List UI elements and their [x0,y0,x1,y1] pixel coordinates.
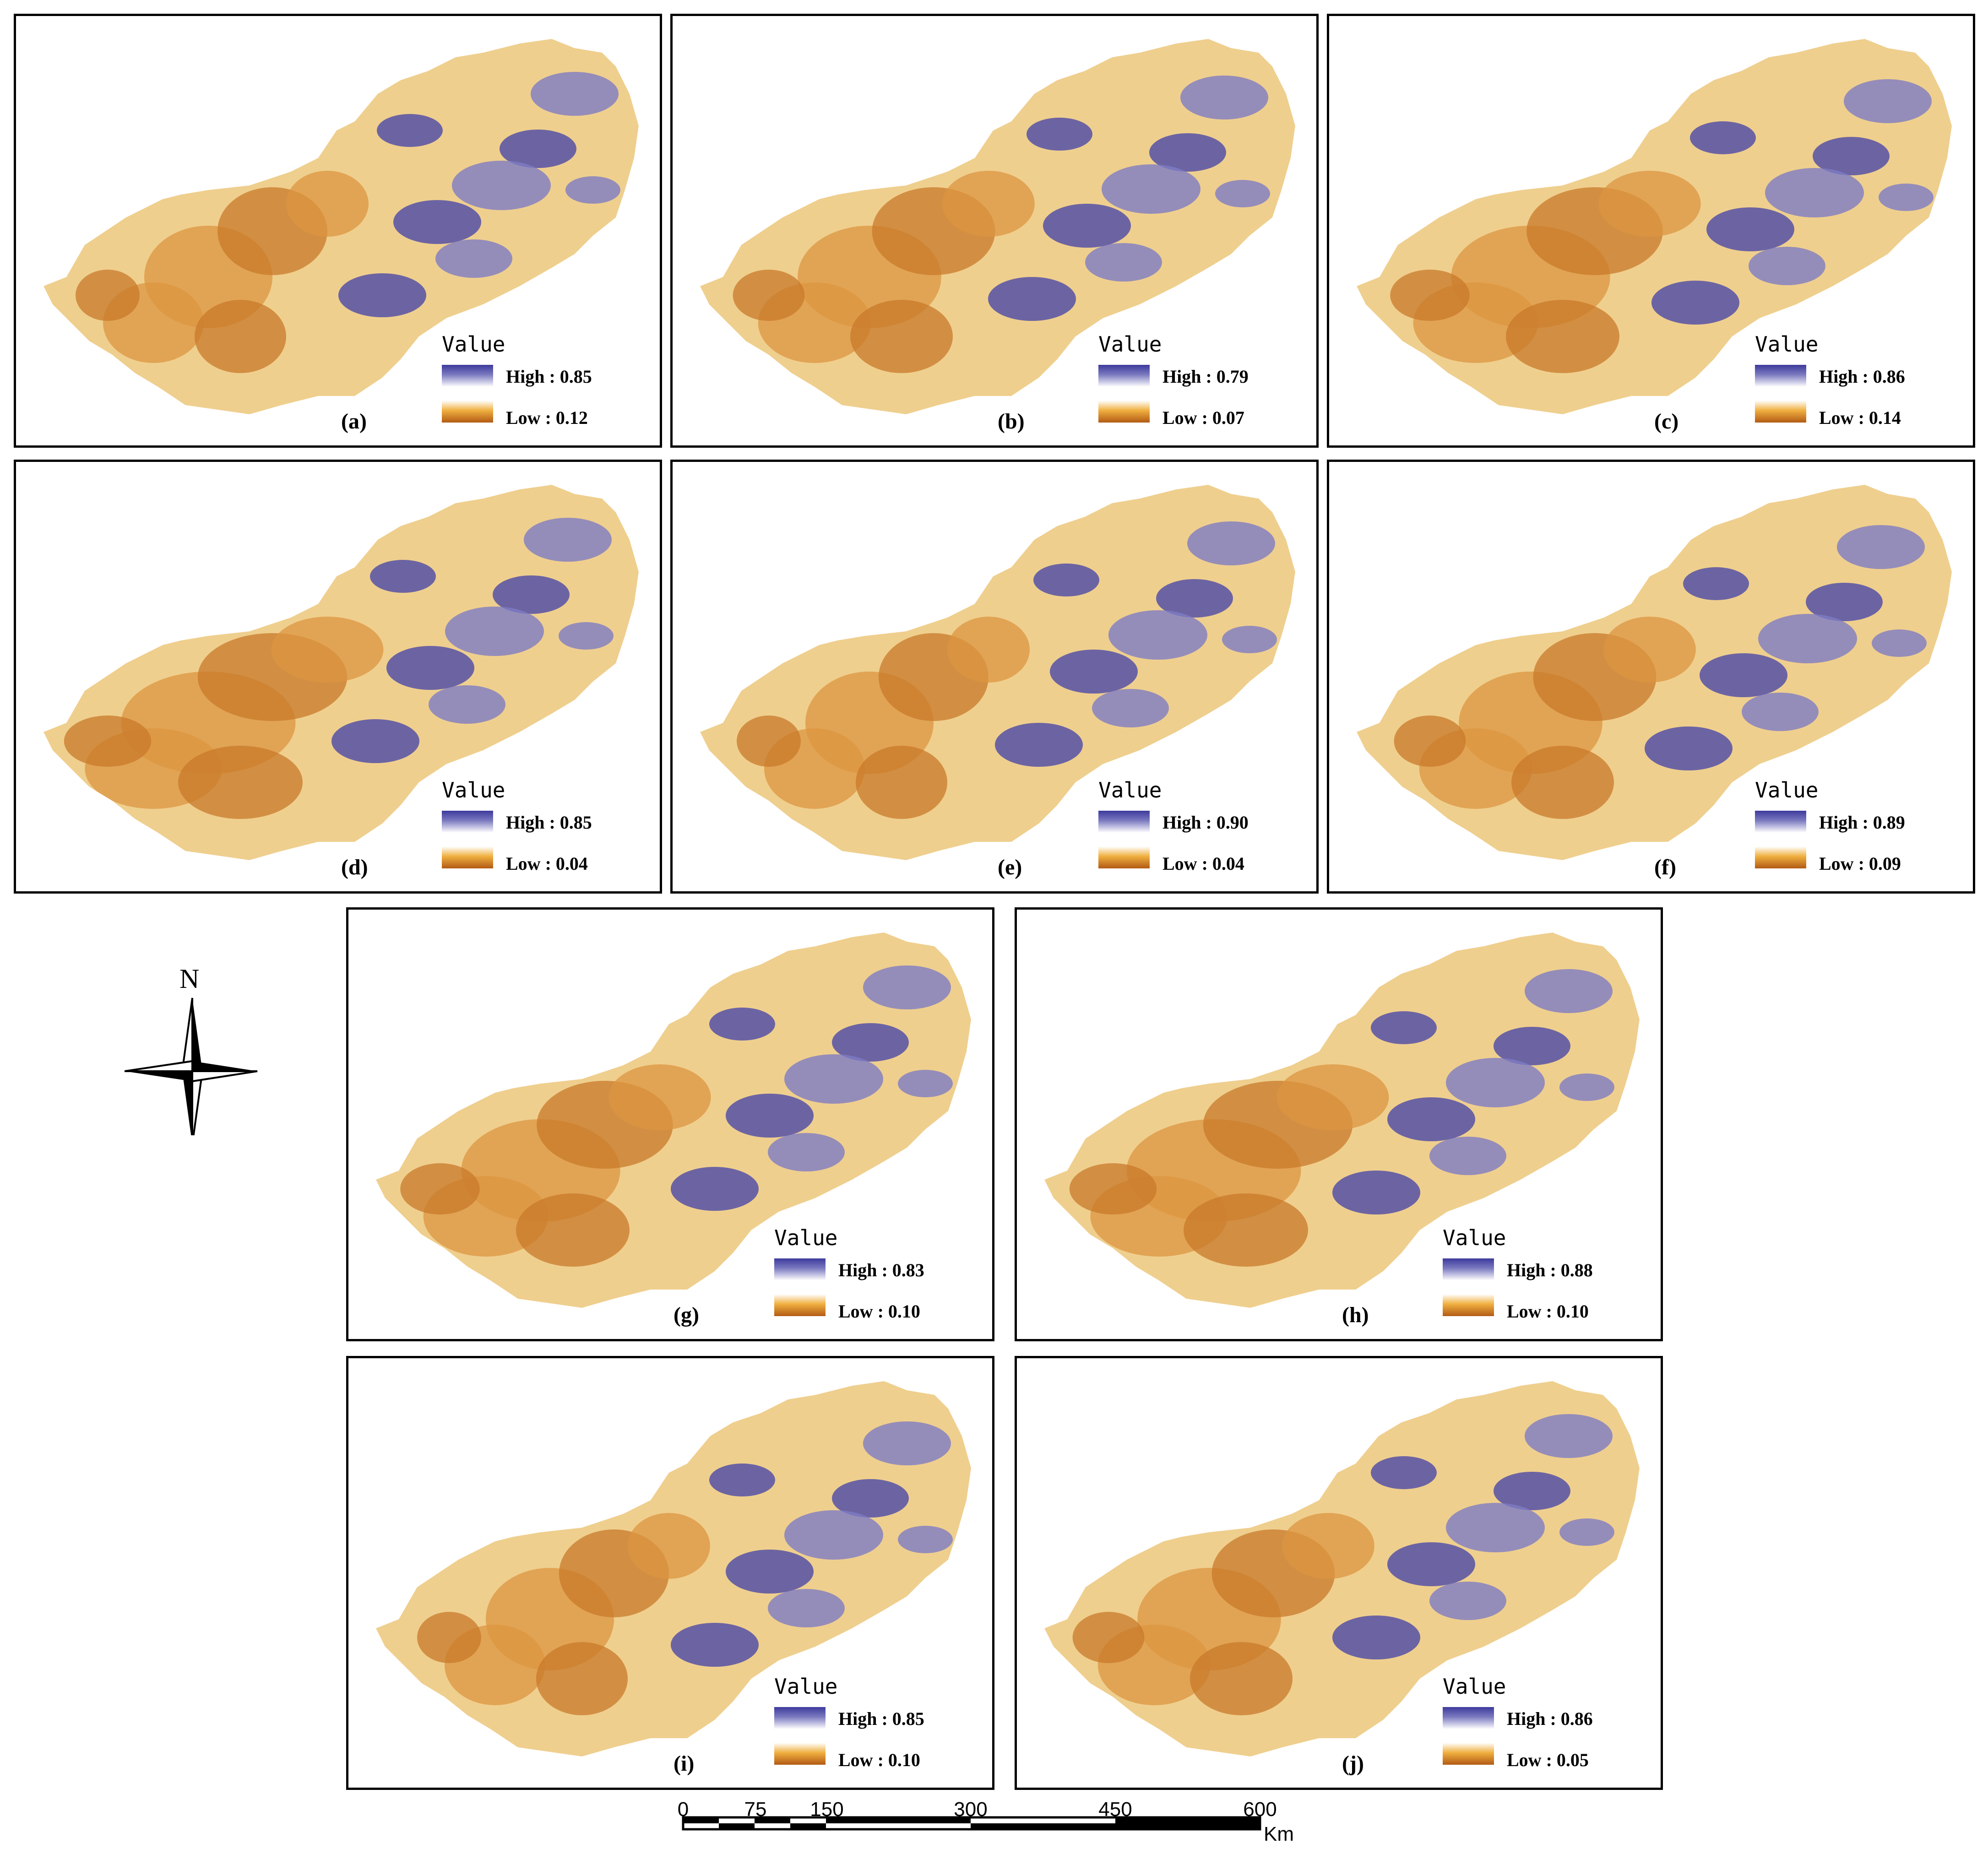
map-panel-e: Value High : 0.90 Low : 0.04 (e) [670,460,1319,894]
map-panel-j: Value High : 0.86 Low : 0.05 (j) [1015,1356,1663,1790]
legend-high-label: High : 0.86 [1819,366,1905,387]
legend-high-swatch [1443,1707,1494,1729]
region-map [1357,485,1952,860]
region-map [43,485,639,860]
panel-label: (f) [1654,855,1676,879]
legend-low-label: Low : 0.14 [1819,407,1901,428]
legend-low-swatch [1755,401,1806,423]
region-map [376,932,971,1308]
scale-tick: 300 [954,1798,988,1821]
legend-title: Value [774,1225,838,1250]
legend-low-swatch [774,1743,826,1765]
legend-low-label: Low : 0.12 [506,407,588,428]
legend-high-swatch [1098,811,1150,833]
panel-label: (d) [341,855,368,879]
legend-high-swatch [1755,365,1806,387]
legend-low-label: Low : 0.09 [1819,853,1901,874]
legend-title: Value [1443,1225,1506,1250]
legend-low-label: Low : 0.10 [838,1301,920,1322]
legend-high-label: High : 0.79 [1162,366,1249,387]
legend-high-label: High : 0.89 [1819,812,1905,833]
map-panel-c: Value High : 0.86 Low : 0.14 (c) [1327,14,1975,448]
north-label: N [179,964,200,994]
legend-high-label: High : 0.85 [838,1708,924,1729]
legend-low-swatch [442,401,493,423]
legend-title: Value [1755,332,1819,357]
scale-tick: 450 [1098,1798,1132,1821]
legend-high-swatch [774,1258,826,1280]
panel-label: (c) [1654,409,1679,434]
legend-low-swatch [774,1294,826,1316]
legend-title: Value [1098,778,1162,802]
map-panel-f: Value High : 0.89 Low : 0.09 (f) [1327,460,1975,894]
scale-unit: Km [1264,1823,1294,1845]
legend-low-swatch [1443,1743,1494,1765]
legend-low-swatch [1443,1294,1494,1316]
legend-title: Value [442,332,505,357]
legend-low-swatch [442,846,493,868]
map-panel-a: Value High : 0.85 Low : 0.12 (a) [14,14,662,448]
region-map [700,485,1295,860]
legend-low-label: Low : 0.10 [838,1750,920,1770]
panel-label: (g) [674,1303,699,1327]
legend-high-swatch [1098,365,1150,387]
panel-label: (i) [674,1751,695,1776]
legend-low-label: Low : 0.04 [1162,853,1244,874]
map-panel-h: Value High : 0.88 Low : 0.10 (h) [1015,907,1663,1341]
legend-low-label: Low : 0.07 [1162,407,1244,428]
region-map [376,1381,971,1756]
legend-high-label: High : 0.88 [1507,1260,1593,1280]
scale-tick: 0 [677,1798,689,1821]
legend-high-swatch [1443,1258,1494,1280]
panel-label: (e) [998,855,1022,879]
region-map [1044,932,1640,1308]
legend-title: Value [1755,778,1819,802]
legend-high-label: High : 0.85 [506,366,592,387]
panel-label: (b) [998,409,1025,434]
scale-tick: 150 [810,1798,844,1821]
legend-low-label: Low : 0.10 [1507,1301,1589,1322]
region-map [1357,39,1952,414]
map-panel-g: Value High : 0.83 Low : 0.10 (g) [346,907,994,1341]
legend-high-swatch [442,811,493,833]
legend-high-swatch [774,1707,826,1729]
map-panel-b: Value High : 0.79 Low : 0.07 (b) [670,14,1319,448]
legend-title: Value [1443,1674,1506,1699]
legend-low-swatch [1098,401,1150,423]
legend-high-label: High : 0.85 [506,812,592,833]
map-panel-d: Value High : 0.85 Low : 0.04 (d) [14,460,662,894]
region-map [1044,1381,1640,1756]
map-panel-i: Value High : 0.85 Low : 0.10 (i) [346,1356,994,1790]
legend-high-label: High : 0.83 [838,1260,924,1280]
panel-label: (h) [1342,1303,1369,1327]
panel-label: (a) [341,409,367,434]
scale-tick: 75 [744,1798,767,1821]
region-map [700,39,1295,414]
north-arrow-icon [125,997,258,1135]
legend-title: Value [1098,332,1162,357]
legend-title: Value [774,1674,838,1699]
region-map [43,39,639,414]
panel-label: (j) [1342,1751,1364,1776]
scale-bar [682,1816,1261,1831]
legend-high-swatch [442,365,493,387]
legend-low-label: Low : 0.04 [506,853,588,874]
legend-low-label: Low : 0.05 [1507,1750,1589,1770]
legend-high-swatch [1755,811,1806,833]
scale-tick: 600 [1243,1798,1277,1821]
legend-title: Value [442,778,505,802]
legend-low-swatch [1098,846,1150,868]
legend-low-swatch [1755,846,1806,868]
legend-high-label: High : 0.90 [1162,812,1249,833]
legend-high-label: High : 0.86 [1507,1708,1593,1729]
